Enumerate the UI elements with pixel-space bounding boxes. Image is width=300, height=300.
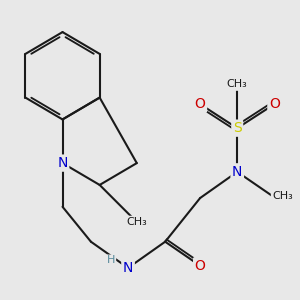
Text: O: O — [195, 259, 206, 273]
Text: O: O — [195, 97, 206, 111]
Text: CH₃: CH₃ — [126, 217, 147, 227]
Text: N: N — [123, 261, 133, 275]
Text: H: H — [107, 255, 116, 265]
Text: S: S — [233, 121, 242, 135]
Text: CH₃: CH₃ — [227, 80, 248, 89]
Text: N: N — [232, 165, 242, 179]
Text: CH₃: CH₃ — [272, 191, 293, 201]
Text: N: N — [57, 156, 68, 170]
Text: O: O — [269, 97, 280, 111]
